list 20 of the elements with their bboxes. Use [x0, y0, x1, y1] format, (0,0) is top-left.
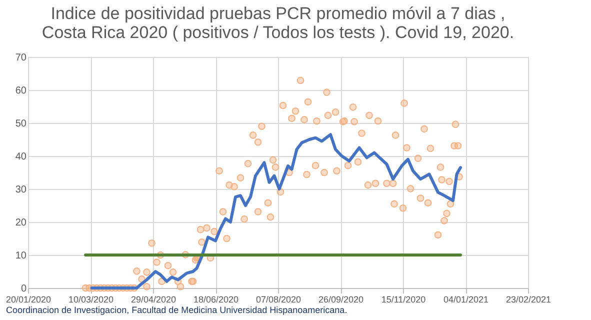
x-tick-label: 26/09/2020	[318, 294, 364, 304]
x-tick-label: 23/02/2021	[506, 294, 552, 304]
text: Indice de positividad pruebas PCR promedio móvil a 7 dias ,	[50, 4, 506, 23]
x-tick-label: 29/04/2020	[130, 294, 176, 304]
x-tick-label: 15/11/2020	[381, 294, 426, 304]
text: Costa Rica 2020 ( positivos / Todos los tests ). Covid 19, 2020.	[42, 23, 514, 42]
x-tick-label: 04/01/2021	[443, 294, 489, 304]
y-tick-label: 50	[15, 118, 27, 130]
y-tick-label: 0	[20, 284, 27, 294]
y-tick-label: 30	[15, 184, 27, 196]
y-tick-label: 10	[15, 250, 27, 262]
y-tick-label: 20	[15, 218, 27, 228]
x-tick-label: 18/06/2020	[193, 294, 239, 304]
y-tick-label: 70	[15, 52, 27, 64]
x-tick-label: 10/03/2020	[68, 294, 114, 304]
y-tick-label: 60	[15, 86, 27, 96]
x-tick-label: 07/08/2020	[256, 294, 302, 304]
text: Coordinacion de Investigacion, Facultad de Medicina Universidad Hispanoamericana.	[6, 305, 348, 315]
y-tick-label: 40	[15, 152, 27, 162]
x-tick-label: 20/01/2020	[6, 294, 52, 304]
